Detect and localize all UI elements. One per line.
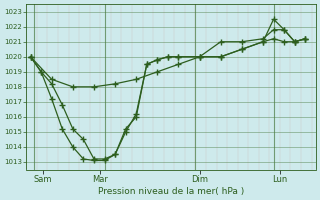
X-axis label: Pression niveau de la mer( hPa ): Pression niveau de la mer( hPa ) <box>98 187 244 196</box>
